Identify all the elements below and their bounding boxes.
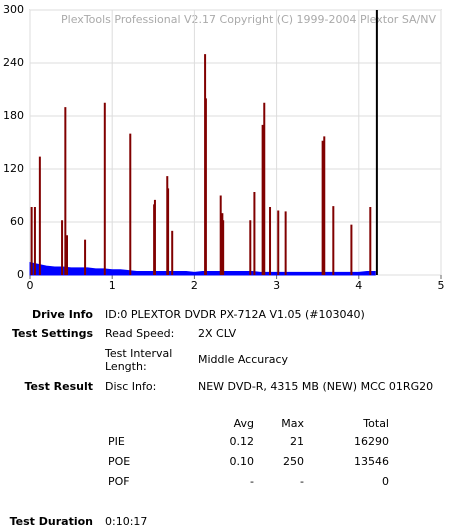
table-cell: PIE <box>108 435 125 448</box>
value: NEW DVD-R, 4315 MB (NEW) MCC 01RG20 <box>198 380 434 393</box>
table-cell: - <box>250 475 254 488</box>
table-cell: Max <box>281 417 304 430</box>
plot-area <box>29 9 442 276</box>
y-tick-label: 120 <box>3 162 24 175</box>
label: Test Duration <box>9 515 93 528</box>
label: Drive Info <box>31 308 93 321</box>
value: ID:0 PLEXTOR DVDR PX-712A V1.05 (#103040… <box>105 308 365 321</box>
table-cell: 250 <box>283 455 304 468</box>
table-cell: POE <box>108 455 131 468</box>
x-tick-label: 1 <box>109 279 116 292</box>
table-cell: POF <box>108 475 130 488</box>
table-cell: 16290 <box>354 435 389 448</box>
y-tick-label: 180 <box>3 109 24 122</box>
label: Test Result <box>24 380 93 393</box>
table-cell: 21 <box>290 435 304 448</box>
table-cell: 0.12 <box>229 435 255 448</box>
key: Disc Info: <box>105 380 157 393</box>
table-cell: 0 <box>382 475 389 488</box>
y-tick-label: 240 <box>3 56 24 69</box>
y-tick-label: 60 <box>10 215 24 228</box>
label: Test Settings <box>11 327 93 340</box>
y-tick-label: 300 <box>3 3 24 16</box>
x-tick-label: 2 <box>191 279 198 292</box>
table-cell: Total <box>363 417 389 430</box>
table-cell: - <box>300 475 304 488</box>
key: Read Speed: <box>105 327 175 340</box>
value: 0:10:17 <box>105 515 148 528</box>
x-tick-label: 3 <box>273 279 280 292</box>
y-tick-label: 0 <box>17 268 24 281</box>
x-tick-label: 5 <box>438 279 445 292</box>
table-cell: Avg <box>233 417 254 430</box>
pie-area <box>29 262 376 276</box>
x-tick-label: 4 <box>355 279 362 292</box>
table-cell: 0.10 <box>229 455 255 468</box>
table-cell: 13546 <box>354 455 389 468</box>
value: 2X CLV <box>198 327 237 340</box>
watermark: PlexTools Professional V2.17 Copyright (… <box>61 13 436 26</box>
chart: PlexTools Professional V2.17 Copyright (… <box>3 3 445 292</box>
x-tick-label: 0 <box>27 279 34 292</box>
value: Middle Accuracy <box>198 353 289 366</box>
key: Test Interval Length: <box>105 347 173 373</box>
